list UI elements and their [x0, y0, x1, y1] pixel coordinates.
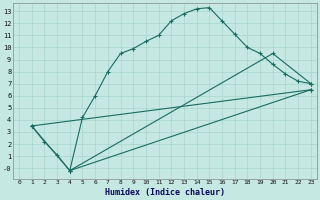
X-axis label: Humidex (Indice chaleur): Humidex (Indice chaleur): [105, 188, 225, 197]
